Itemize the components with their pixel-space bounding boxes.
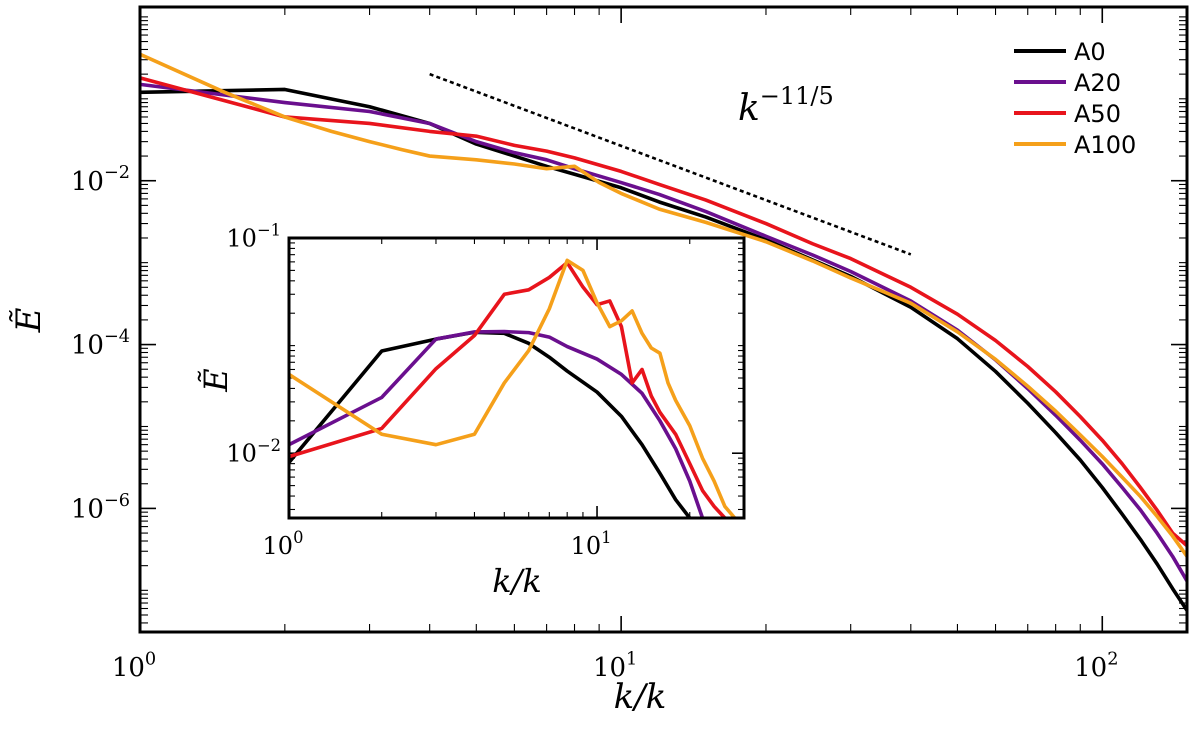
x-tick-label-exponent: 0 [293, 528, 303, 547]
inset-x-axis-label: k/k [492, 562, 542, 600]
main-y-axis-label: Ẽ [9, 307, 49, 333]
y-tick-label: 10−1 [226, 221, 281, 253]
inset-axes-frame [287, 236, 746, 520]
y-tick-label: 10−2 [71, 163, 130, 197]
legend: A0 A20 A50 A100 [1014, 38, 1136, 159]
y-tick-label-exponent: −6 [104, 491, 130, 511]
main-series-group [140, 52, 1187, 613]
x-tick-label-exponent: 1 [601, 528, 611, 547]
x-tick-label-exponent: 0 [145, 649, 156, 669]
x-tick-label: 100 [112, 649, 156, 683]
y-tick-label-exponent: −1 [257, 221, 281, 240]
x-tick-label-base: 10 [112, 653, 145, 683]
y-tick-label-base: 10 [71, 495, 104, 525]
x-tick-label-exponent: 1 [626, 649, 637, 669]
main-series-line-a50 [140, 76, 1187, 548]
y-tick-label-exponent: −2 [257, 436, 281, 455]
y-tick-label: 10−6 [71, 491, 130, 525]
inset-series-line-a50 [289, 260, 727, 518]
y-tick-label-base: 10 [71, 331, 104, 361]
x-tick-label: 101 [593, 649, 637, 683]
inset-y-axis-label: Ẽ [197, 368, 235, 392]
main-chart: 100 101 10210−210−410−6k−11/5k/kẼA0A20A50A… [9, 5, 1189, 717]
y-tick-label-base: 10 [226, 224, 257, 252]
power-law-annotation: k−11/5 [738, 82, 834, 129]
y-tick-label-base: 10 [226, 440, 257, 468]
main-series-line-a100 [140, 52, 1187, 559]
inset-series-line-a20 [289, 329, 705, 518]
x-tick-label-exponent: 2 [1107, 649, 1118, 669]
x-tick-label: 100 [263, 528, 304, 560]
x-tick-label-base: 10 [593, 653, 626, 683]
y-tick-label: 10−4 [71, 327, 130, 361]
x-tick-label-base: 10 [263, 532, 294, 560]
legend-label-a20: A20 [1074, 69, 1121, 97]
y-tick-label: 10−2 [226, 436, 281, 468]
inset-series-group [289, 258, 737, 518]
legend-label-a0: A0 [1074, 38, 1106, 66]
main-series-line-a20 [140, 82, 1187, 583]
y-tick-label-exponent: −4 [104, 327, 130, 347]
x-tick-label: 102 [1074, 649, 1118, 683]
legend-label-a100: A100 [1074, 131, 1136, 159]
main-axes-frame [138, 5, 1189, 634]
y-tick-label-base: 10 [71, 167, 104, 197]
main-x-axis-label: k/k [614, 677, 667, 717]
x-tick-label: 101 [571, 528, 612, 560]
power-law-reference-line [429, 72, 912, 256]
inset-series-line-a100 [289, 258, 737, 518]
y-tick-label-exponent: −2 [104, 163, 130, 183]
power-law-annotation-base: k [738, 88, 760, 129]
power-law-annotation-exponent: −11/5 [760, 82, 834, 110]
x-tick-label-base: 10 [571, 532, 602, 560]
x-tick-label-base: 10 [1074, 653, 1107, 683]
legend-label-a50: A50 [1074, 100, 1121, 128]
